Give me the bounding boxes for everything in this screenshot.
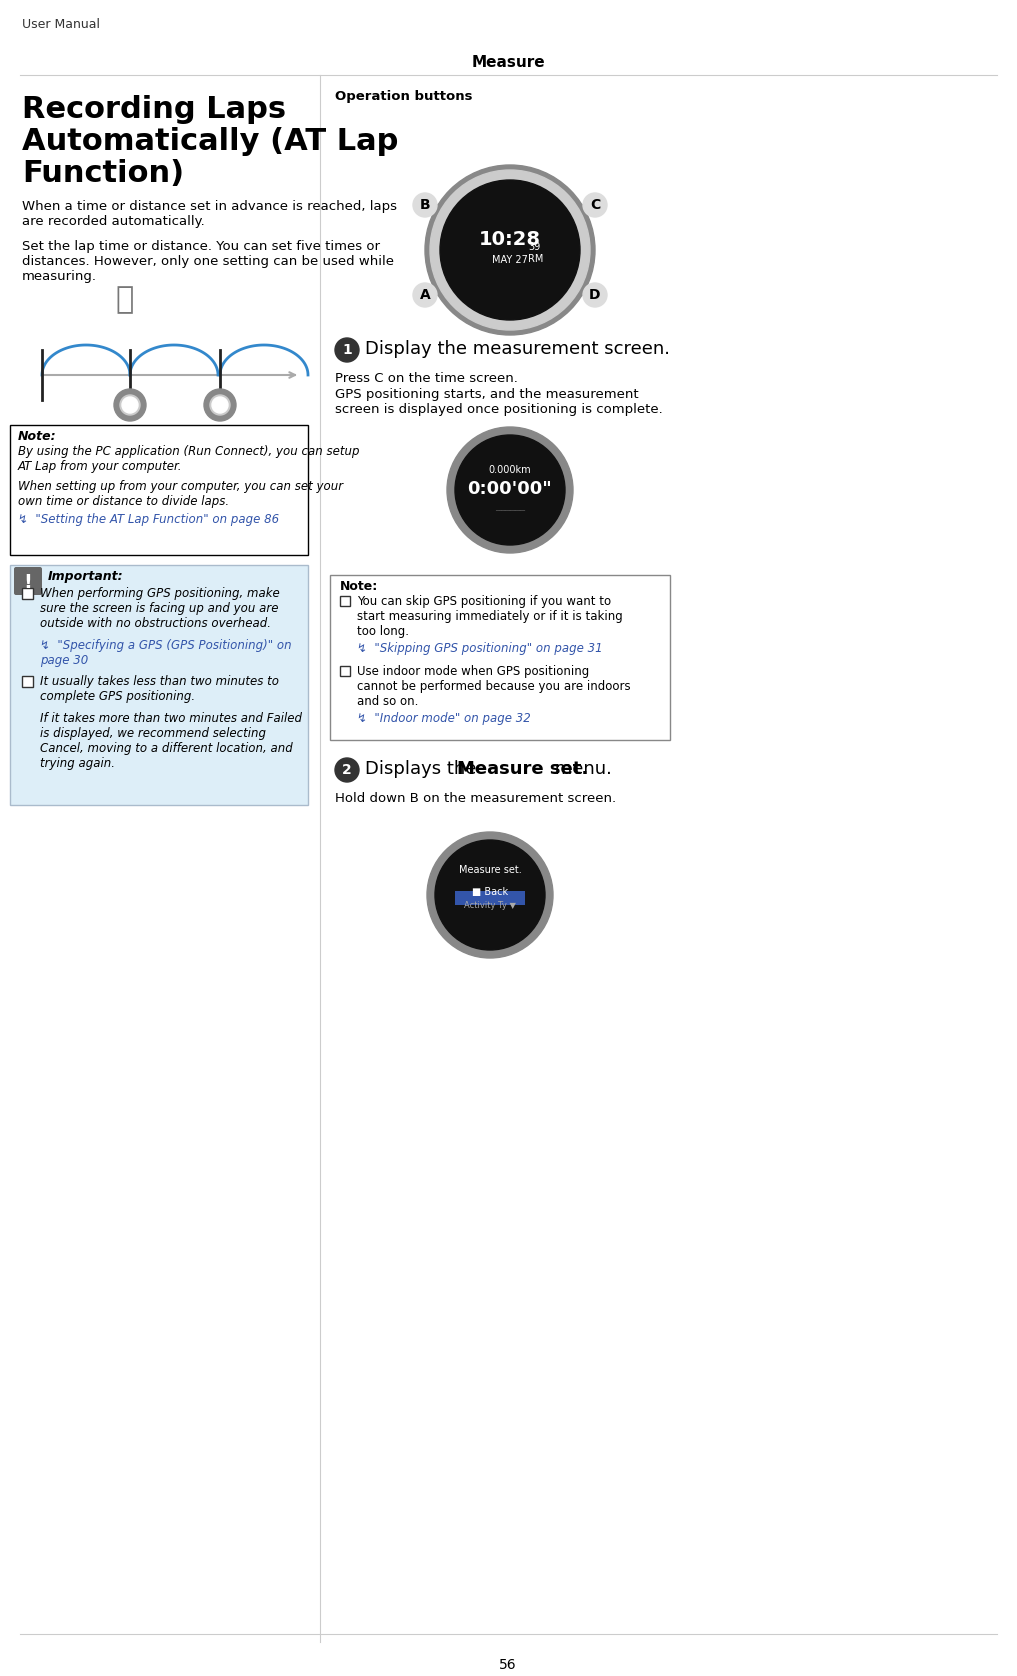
Text: ──────: ────── xyxy=(495,504,525,515)
Text: Hold down B on the measurement screen.: Hold down B on the measurement screen. xyxy=(335,793,616,804)
Text: Set the lap time or distance. You can set five times or
distances. However, only: Set the lap time or distance. You can se… xyxy=(22,240,394,283)
Text: A: A xyxy=(420,288,430,302)
Bar xyxy=(22,675,33,687)
Text: ↯  "Setting the AT Lap Function" on page 86: ↯ "Setting the AT Lap Function" on page … xyxy=(18,513,279,526)
Circle shape xyxy=(210,396,230,416)
Text: 🏃: 🏃 xyxy=(115,285,133,313)
Circle shape xyxy=(335,758,359,783)
Circle shape xyxy=(430,169,590,330)
Text: Measure set.: Measure set. xyxy=(457,759,588,778)
Circle shape xyxy=(425,164,595,335)
Text: Press C on the time screen.: Press C on the time screen. xyxy=(335,372,518,385)
Text: D: D xyxy=(589,288,601,302)
Text: Operation buttons: Operation buttons xyxy=(335,91,473,102)
Text: Note:: Note: xyxy=(340,580,378,593)
Text: 1: 1 xyxy=(342,344,352,357)
Text: When a time or distance set in advance is reached, laps
are recorded automatical: When a time or distance set in advance i… xyxy=(22,199,397,228)
Text: By using the PC application (Run Connect), you can setup
AT Lap from your comput: By using the PC application (Run Connect… xyxy=(18,446,359,473)
FancyBboxPatch shape xyxy=(330,575,670,741)
FancyBboxPatch shape xyxy=(14,566,42,595)
Circle shape xyxy=(413,193,437,216)
Text: Recording Laps: Recording Laps xyxy=(22,96,286,124)
Text: ↯  "Indoor mode" on page 32: ↯ "Indoor mode" on page 32 xyxy=(357,712,531,726)
Text: Measure: Measure xyxy=(471,55,545,70)
Text: Function): Function) xyxy=(22,159,184,188)
Circle shape xyxy=(120,396,140,416)
Text: It usually takes less than two minutes to
complete GPS positioning.: It usually takes less than two minutes t… xyxy=(40,675,279,702)
Text: 0.000km: 0.000km xyxy=(489,464,531,474)
FancyBboxPatch shape xyxy=(10,565,308,804)
Circle shape xyxy=(440,179,580,320)
Circle shape xyxy=(122,397,138,412)
Circle shape xyxy=(114,389,146,421)
Circle shape xyxy=(212,397,228,412)
Text: Important:: Important: xyxy=(48,570,124,583)
Text: 2: 2 xyxy=(342,763,352,778)
Circle shape xyxy=(447,427,573,553)
Text: Automatically (AT Lap: Automatically (AT Lap xyxy=(22,127,399,156)
Text: MAY 27: MAY 27 xyxy=(492,255,528,265)
Text: ↯  "Specifying a GPS (GPS Positioning)" on
page 30: ↯ "Specifying a GPS (GPS Positioning)" o… xyxy=(40,639,292,667)
Text: When performing GPS positioning, make
sure the screen is facing up and you are
o: When performing GPS positioning, make su… xyxy=(40,587,280,630)
Text: C: C xyxy=(590,198,600,211)
Text: Display the measurement screen.: Display the measurement screen. xyxy=(365,340,670,359)
Text: Measure set.: Measure set. xyxy=(459,865,522,875)
Text: Use indoor mode when GPS positioning
cannot be performed because you are indoors: Use indoor mode when GPS positioning can… xyxy=(357,665,631,707)
Text: !: ! xyxy=(23,573,33,592)
Text: ↯  "Skipping GPS positioning" on page 31: ↯ "Skipping GPS positioning" on page 31 xyxy=(357,642,603,655)
Text: ■ Back: ■ Back xyxy=(472,887,508,897)
Circle shape xyxy=(583,193,607,216)
Text: 10:28: 10:28 xyxy=(479,230,541,250)
Text: Activity Ty ▼: Activity Ty ▼ xyxy=(464,902,516,910)
Text: menu.: menu. xyxy=(549,759,612,778)
Text: GPS positioning starts, and the measurement
screen is displayed once positioning: GPS positioning starts, and the measurem… xyxy=(335,389,663,416)
Circle shape xyxy=(455,436,565,545)
Circle shape xyxy=(335,339,359,362)
Circle shape xyxy=(413,283,437,307)
Text: B: B xyxy=(420,198,430,211)
Text: When setting up from your computer, you can set your
own time or distance to div: When setting up from your computer, you … xyxy=(18,479,343,508)
Text: You can skip GPS positioning if you want to
start measuring immediately or if it: You can skip GPS positioning if you want… xyxy=(357,595,622,639)
Text: If it takes more than two minutes and Failed
is displayed, we recommend selectin: If it takes more than two minutes and Fa… xyxy=(40,712,302,769)
Text: 0:00'00": 0:00'00" xyxy=(468,479,552,498)
Text: 56: 56 xyxy=(499,1658,517,1673)
Bar xyxy=(340,665,350,675)
Circle shape xyxy=(435,840,545,950)
Bar xyxy=(455,892,525,905)
Text: User Manual: User Manual xyxy=(22,18,100,30)
Text: 39
RM: 39 RM xyxy=(528,241,543,263)
Circle shape xyxy=(204,389,236,421)
Text: Displays the: Displays the xyxy=(365,759,482,778)
Bar xyxy=(22,588,33,598)
Text: Note:: Note: xyxy=(18,431,57,442)
Bar xyxy=(340,597,350,607)
Circle shape xyxy=(583,283,607,307)
FancyBboxPatch shape xyxy=(10,426,308,555)
Circle shape xyxy=(427,831,553,959)
